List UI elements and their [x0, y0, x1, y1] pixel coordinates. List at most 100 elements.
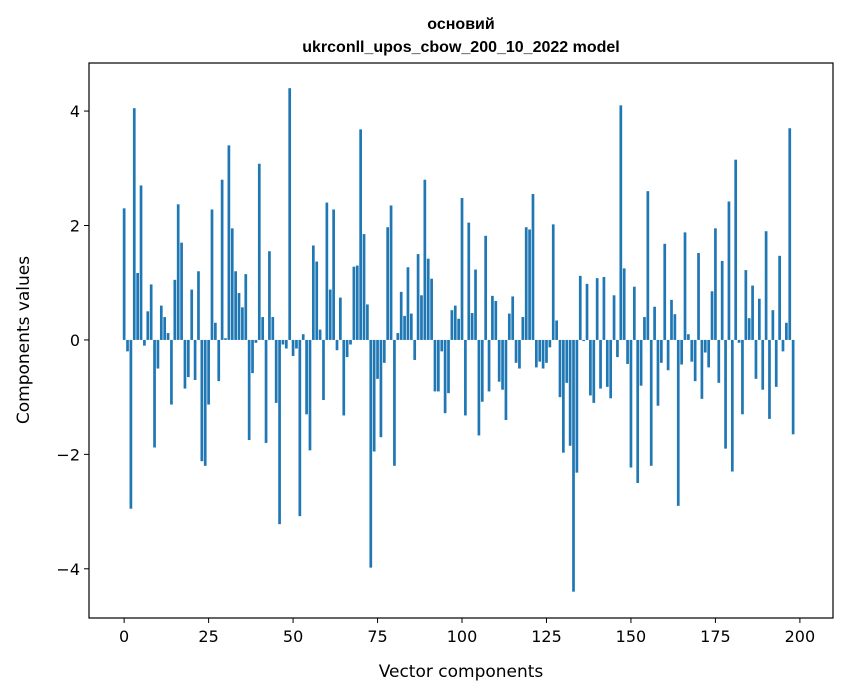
bar [122, 208, 126, 340]
bar [241, 307, 244, 340]
bar [666, 339, 670, 371]
bar [683, 232, 687, 340]
bar [693, 339, 697, 382]
y-tick-label: −2 [56, 445, 80, 464]
bar [578, 275, 582, 340]
bar [254, 339, 258, 343]
bar [403, 315, 406, 340]
bar [342, 339, 346, 416]
x-tick-label: 200 [785, 627, 816, 646]
bar [332, 209, 335, 340]
bar [501, 339, 504, 390]
bar [717, 339, 721, 383]
bar [197, 271, 200, 340]
bar [369, 339, 373, 568]
bar [214, 322, 217, 340]
bar [247, 339, 251, 441]
bar [318, 329, 322, 340]
bar [173, 279, 177, 340]
bar [791, 339, 795, 435]
bar [781, 339, 785, 352]
bar [295, 339, 298, 349]
bar [467, 222, 471, 340]
bar [622, 268, 626, 340]
bar [764, 231, 768, 340]
bar [186, 339, 190, 378]
bar [599, 339, 602, 389]
bar [484, 235, 488, 340]
bar [136, 272, 140, 340]
bar [460, 198, 464, 340]
bar [785, 322, 788, 340]
bar [440, 339, 444, 352]
bar [761, 339, 765, 390]
bar [555, 320, 558, 340]
bar [159, 305, 163, 340]
x-tick-label: 150 [616, 627, 647, 646]
bar [322, 339, 325, 401]
bar [491, 295, 494, 340]
bar [149, 284, 153, 340]
bar [180, 242, 183, 340]
bar [176, 204, 180, 340]
bar [626, 339, 629, 364]
bar [349, 339, 352, 345]
bar [156, 339, 160, 369]
bar [352, 266, 356, 340]
bar [153, 339, 156, 448]
bar [386, 227, 390, 340]
bar [389, 205, 393, 340]
bar [538, 339, 542, 362]
x-tick-label: 75 [367, 627, 387, 646]
bar [528, 229, 531, 340]
bar [278, 339, 281, 525]
bar [268, 251, 271, 340]
bar [163, 317, 167, 340]
bar [757, 298, 761, 340]
bar [284, 339, 288, 349]
bar [183, 339, 187, 389]
bar [616, 339, 619, 358]
bar [325, 202, 329, 340]
bar [345, 339, 349, 358]
bar [291, 339, 295, 356]
bar [720, 260, 724, 340]
bar [274, 339, 278, 403]
bar [430, 278, 433, 340]
bar [261, 317, 265, 340]
bar [464, 339, 467, 416]
bar [264, 339, 268, 443]
bar [379, 339, 383, 438]
bar [639, 339, 643, 386]
bar [504, 339, 508, 421]
bar [406, 267, 410, 340]
bar [568, 339, 572, 446]
bar [143, 339, 146, 346]
bar [139, 185, 143, 340]
bars-group [122, 88, 795, 592]
plot-frame [88, 62, 834, 619]
bar [741, 339, 744, 415]
bar [409, 313, 413, 340]
bar [744, 270, 748, 340]
bar [653, 306, 656, 340]
x-tick-label: 125 [531, 627, 562, 646]
bar [132, 108, 136, 340]
bar [582, 339, 585, 342]
bar [328, 289, 332, 340]
bar [315, 261, 319, 340]
bar [298, 339, 302, 517]
bar [507, 313, 511, 340]
bar [707, 339, 711, 368]
bar [562, 339, 565, 453]
bar [774, 339, 778, 387]
bar [227, 145, 231, 340]
bar [480, 339, 484, 402]
bar [754, 339, 758, 379]
bar [420, 295, 423, 340]
bar [545, 339, 548, 363]
bar [710, 291, 714, 340]
bar [426, 258, 430, 340]
